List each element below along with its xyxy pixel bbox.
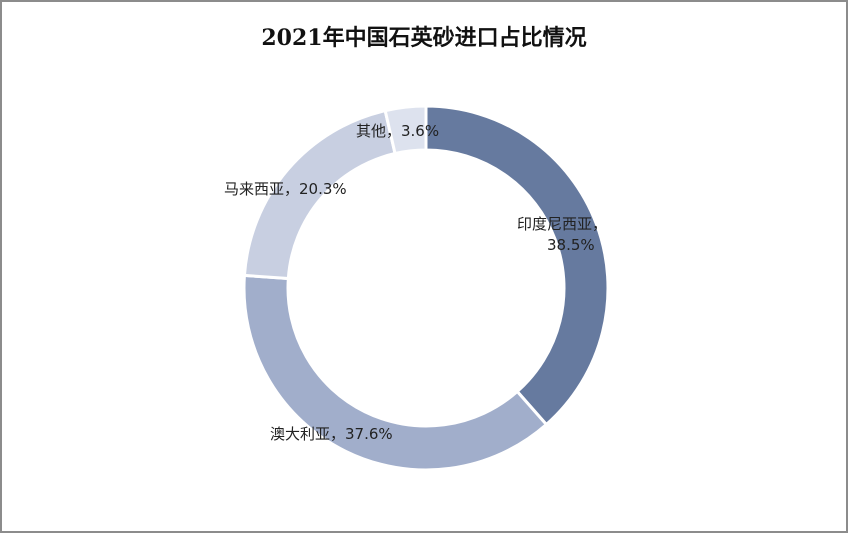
label-indonesia-name: 印度尼西亚，: [517, 215, 608, 233]
label-other: 其他，3.6%: [356, 122, 440, 140]
label-indonesia-value: 38.5%: [547, 236, 595, 254]
chart-title: 2021年中国石英砂进口占比情况: [261, 25, 587, 51]
donut-slice-2: [242, 273, 549, 472]
label-malaysia: 马来西亚，20.3%: [224, 180, 347, 198]
donut-slice-4: [383, 104, 428, 156]
donut-slice-1: [424, 104, 610, 427]
label-australia: 澳大利亚，37.6%: [270, 425, 393, 443]
